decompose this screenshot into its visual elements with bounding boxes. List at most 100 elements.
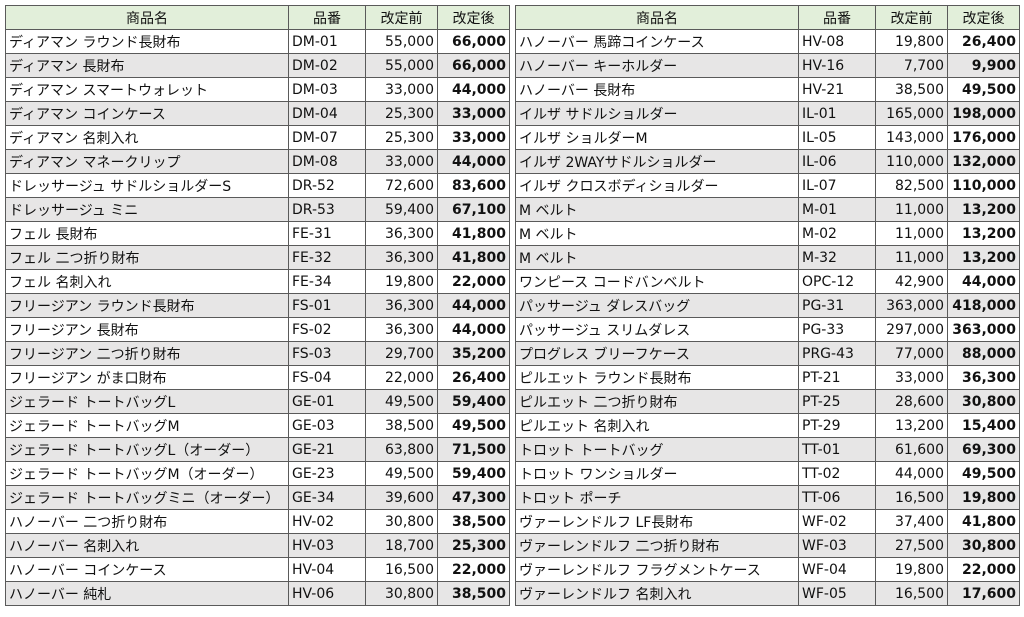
table-row: フェル 二つ折り財布 FE-32 36,300 41,800	[5, 245, 510, 270]
column-header: 改定後	[947, 5, 1020, 30]
product-name: イルザ クロスボディショルダー	[515, 173, 799, 198]
column-header: 改定前	[875, 5, 948, 30]
product-code: FS-03	[288, 341, 366, 366]
price-before: 49,500	[365, 461, 438, 486]
product-code: FE-34	[288, 269, 366, 294]
tables: 商品名 品番 改定前 改定後 ディアマン ラウンド長財布 DM-01 55,000 66,00…	[5, 5, 1020, 606]
column-header: 改定前	[365, 5, 438, 30]
product-code: FS-01	[288, 293, 366, 318]
product-code: PT-21	[798, 365, 876, 390]
product-code: DM-07	[288, 125, 366, 150]
product-name: ディアマン スマートウォレット	[5, 77, 289, 102]
price-before: 33,000	[365, 77, 438, 102]
product-name: プログレス ブリーフケース	[515, 341, 799, 366]
price-before: 18,700	[365, 533, 438, 558]
product-code: HV-16	[798, 53, 876, 78]
price-after: 30,800	[947, 533, 1020, 558]
price-after: 17,600	[947, 581, 1020, 606]
product-name: ハノーバー 長財布	[515, 77, 799, 102]
product-code: TT-01	[798, 437, 876, 462]
product-name: パッサージュ ダレスバッグ	[515, 293, 799, 318]
product-code: PRG-43	[798, 341, 876, 366]
price-after: 22,000	[947, 557, 1020, 582]
price-after: 110,000	[947, 173, 1020, 198]
price-before: 165,000	[875, 101, 948, 126]
table-row: イルザ サドルショルダー IL-01 165,000 198,000	[515, 101, 1020, 126]
product-code: IL-06	[798, 149, 876, 174]
table-row: ディアマン 名刺入れ DM-07 25,300 33,000	[5, 125, 510, 150]
table-row: ハノーバー 馬蹄コインケース HV-08 19,800 26,400	[515, 29, 1020, 54]
price-after: 66,000	[437, 29, 510, 54]
product-code: WF-03	[798, 533, 876, 558]
table-row: ジェラード トートバッグM（オーダー） GE-23 49,500 59,400	[5, 461, 510, 486]
product-name: ヴァーレンドルフ 二つ折り財布	[515, 533, 799, 558]
table-row: ディアマン スマートウォレット DM-03 33,000 44,000	[5, 77, 510, 102]
price-before: 44,000	[875, 461, 948, 486]
product-name: トロット ポーチ	[515, 485, 799, 510]
column-header: 改定後	[437, 5, 510, 30]
price-before: 19,800	[875, 29, 948, 54]
product-name: トロット ワンショルダー	[515, 461, 799, 486]
product-name: ドレッサージュ ミニ	[5, 197, 289, 222]
product-code: WF-02	[798, 509, 876, 534]
price-after: 9,900	[947, 53, 1020, 78]
price-after: 35,200	[437, 341, 510, 366]
price-after: 36,300	[947, 365, 1020, 390]
product-name: ジェラード トートバッグL	[5, 389, 289, 414]
table-row: イルザ クロスボディショルダー IL-07 82,500 110,000	[515, 173, 1020, 198]
table-row: ハノーバー 名刺入れ HV-03 18,700 25,300	[5, 533, 510, 558]
price-before: 59,400	[365, 197, 438, 222]
price-before: 36,300	[365, 317, 438, 342]
product-name: ディアマン コインケース	[5, 101, 289, 126]
price-after: 26,400	[947, 29, 1020, 54]
product-name: ヴァーレンドルフ LF長財布	[515, 509, 799, 534]
price-after: 13,200	[947, 245, 1020, 270]
price-before: 38,500	[875, 77, 948, 102]
table-row: ジェラード トートバッグM GE-03 38,500 49,500	[5, 413, 510, 438]
table-row: イルザ 2WAYサドルショルダー IL-06 110,000 132,000	[515, 149, 1020, 174]
price-before: 297,000	[875, 317, 948, 342]
product-code: HV-08	[798, 29, 876, 54]
price-after: 22,000	[437, 269, 510, 294]
product-code: HV-06	[288, 581, 366, 606]
product-code: PG-31	[798, 293, 876, 318]
product-name: ハノーバー 二つ折り財布	[5, 509, 289, 534]
table-row: ハノーバー 純札 HV-06 30,800 38,500	[5, 581, 510, 606]
product-code: PT-25	[798, 389, 876, 414]
table-row: フリージアン 長財布 FS-02 36,300 44,000	[5, 317, 510, 342]
price-before: 36,300	[365, 293, 438, 318]
product-name: ヴァーレンドルフ 名刺入れ	[515, 581, 799, 606]
price-after: 44,000	[437, 317, 510, 342]
price-before: 143,000	[875, 125, 948, 150]
column-header: 品番	[798, 5, 876, 30]
table-row: フリージアン 二つ折り財布 FS-03 29,700 35,200	[5, 341, 510, 366]
price-after: 49,500	[947, 77, 1020, 102]
product-code: GE-23	[288, 461, 366, 486]
product-name: イルザ 2WAYサドルショルダー	[515, 149, 799, 174]
table-row: トロット トートバッグ TT-01 61,600 69,300	[515, 437, 1020, 462]
product-code: WF-05	[798, 581, 876, 606]
product-name: フェル 二つ折り財布	[5, 245, 289, 270]
product-code: M-01	[798, 197, 876, 222]
product-name: フリージアン がま口財布	[5, 365, 289, 390]
product-name: ヴァーレンドルフ フラグメントケース	[515, 557, 799, 582]
product-code: TT-06	[798, 485, 876, 510]
product-name: ハノーバー 名刺入れ	[5, 533, 289, 558]
table-row: パッサージュ ダレスバッグ PG-31 363,000 418,000	[515, 293, 1020, 318]
product-code: IL-01	[798, 101, 876, 126]
table-row: ドレッサージュ ミニ DR-53 59,400 67,100	[5, 197, 510, 222]
column-header: 商品名	[515, 5, 799, 30]
price-after: 88,000	[947, 341, 1020, 366]
price-after: 41,800	[437, 245, 510, 270]
price-after: 363,000	[947, 317, 1020, 342]
price-after: 19,800	[947, 485, 1020, 510]
table-row: フェル 名刺入れ FE-34 19,800 22,000	[5, 269, 510, 294]
price-before: 363,000	[875, 293, 948, 318]
price-after: 38,500	[437, 509, 510, 534]
product-name: ピルエット 名刺入れ	[515, 413, 799, 438]
product-code: HV-02	[288, 509, 366, 534]
product-name: M ベルト	[515, 245, 799, 270]
price-before: 11,000	[875, 197, 948, 222]
table-row: パッサージュ スリムダレス PG-33 297,000 363,000	[515, 317, 1020, 342]
price-before: 7,700	[875, 53, 948, 78]
